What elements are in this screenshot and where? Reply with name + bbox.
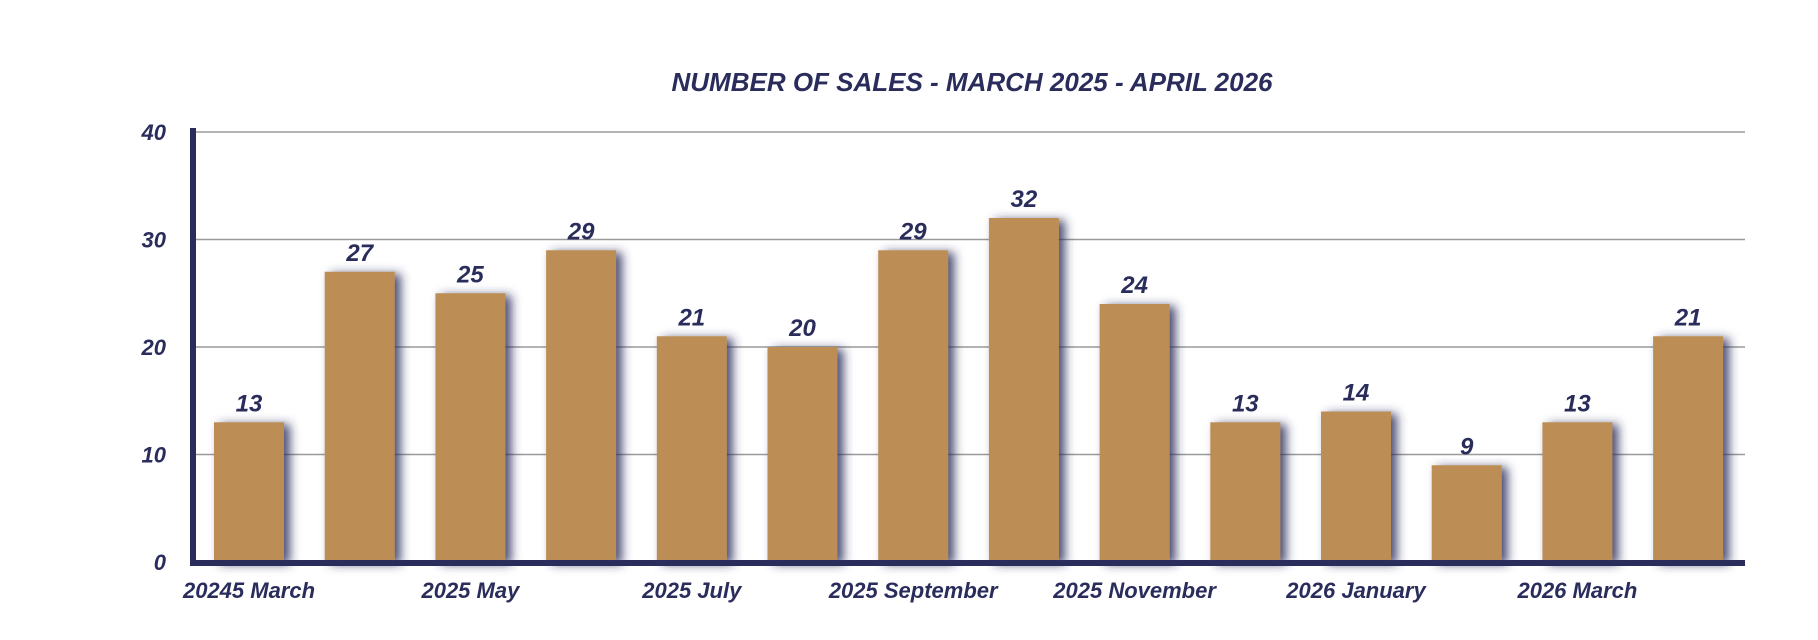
bars (214, 218, 1724, 562)
data-label: 25 (456, 261, 484, 288)
data-label: 13 (1564, 390, 1591, 417)
y-tick-label: 0 (154, 550, 167, 575)
y-tick-label: 40 (141, 120, 167, 145)
data-label: 24 (1120, 272, 1148, 299)
bar (1653, 336, 1724, 562)
bar (878, 250, 949, 562)
bar (1210, 422, 1281, 562)
x-tick-label: 2026 January (1285, 578, 1427, 603)
x-tick-label: 2026 March (1516, 578, 1637, 603)
data-label: 13 (1232, 390, 1259, 417)
x-axis-tick-labels: 20245 March 2025 May 2025 July 2025 Septemb… (182, 578, 1637, 603)
bar (1542, 422, 1613, 562)
data-label: 29 (899, 218, 927, 245)
data-label: 9 (1460, 433, 1474, 460)
x-tick-label: 2025 May (420, 578, 521, 603)
data-label: 13 (236, 390, 263, 417)
gridlines (193, 131, 1745, 456)
y-axis-tick-labels: 0 10 20 30 40 (141, 120, 167, 575)
data-label: 29 (567, 218, 595, 245)
y-tick-label: 30 (142, 228, 167, 253)
data-label: 20 (788, 315, 816, 342)
data-label: 14 (1343, 380, 1370, 407)
bar (324, 271, 395, 562)
bar (656, 336, 727, 562)
y-tick-label: 20 (141, 335, 167, 360)
x-tick-label: 2025 July (641, 578, 743, 603)
bar (988, 218, 1059, 562)
bar (1321, 411, 1391, 562)
x-tick-label: 2025 September (828, 578, 999, 603)
bar (1431, 465, 1502, 562)
x-tick-label: 2025 November (1052, 578, 1217, 603)
bar (435, 293, 506, 562)
bar (1099, 304, 1170, 562)
bar (767, 347, 838, 562)
x-tick-label: 20245 March (182, 578, 315, 603)
bar (546, 250, 617, 562)
data-label: 21 (1674, 304, 1702, 331)
bar (214, 422, 284, 562)
data-label: 21 (677, 304, 705, 331)
data-labels: 13 27 25 29 21 20 29 32 24 13 14 9 13 21 (236, 186, 1702, 460)
y-tick-label: 10 (142, 443, 167, 468)
data-label: 27 (345, 240, 374, 267)
chart-title: NUMBER OF SALES - MARCH 2025 - APRIL 202… (671, 67, 1273, 97)
data-label: 32 (1011, 186, 1038, 213)
axes (190, 128, 1745, 566)
